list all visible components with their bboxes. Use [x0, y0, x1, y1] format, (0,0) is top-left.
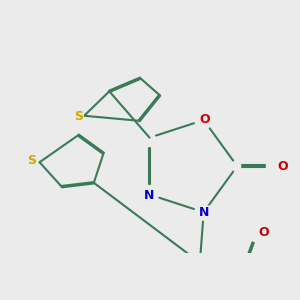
- Text: S: S: [74, 110, 83, 123]
- Text: N: N: [199, 206, 210, 220]
- Text: N: N: [144, 189, 154, 202]
- Text: O: O: [258, 226, 269, 239]
- Text: S: S: [27, 154, 36, 167]
- Text: O: O: [199, 113, 210, 126]
- Text: O: O: [277, 160, 288, 172]
